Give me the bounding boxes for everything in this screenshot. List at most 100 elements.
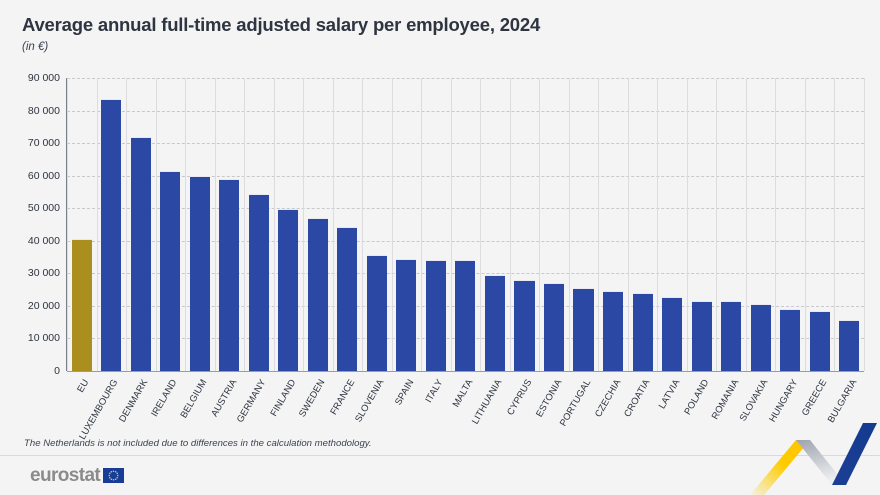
y-axis-tick-label: 20 000 — [27, 299, 60, 312]
eu-flag-stars-icon — [103, 468, 125, 483]
y-axis-tick-label: 30 000 — [27, 267, 60, 280]
chart-plot-wrapper: 0 10 000 20 000 30 000 40 000 50 000 60 000 70 … — [0, 60, 880, 441]
bar-estonia[interactable] — [543, 283, 565, 371]
bar-slot — [451, 78, 481, 371]
bar-belgium[interactable] — [189, 175, 210, 371]
bar-slot — [215, 78, 245, 371]
bar-slot — [480, 78, 510, 371]
bar-slot — [628, 78, 658, 371]
bar-slot — [362, 78, 392, 371]
bar-slot — [687, 78, 717, 371]
bar-denmark[interactable] — [130, 136, 151, 371]
bar-slot — [333, 78, 363, 371]
bar-germany[interactable] — [248, 194, 269, 371]
eurostat-logo: eurostat — [30, 465, 125, 486]
bar-slot — [274, 78, 304, 371]
bar-malta[interactable] — [455, 259, 476, 371]
y-axis-tick-label: 60 000 — [27, 169, 60, 182]
bar-slot — [746, 78, 776, 371]
bar-eu[interactable] — [71, 239, 92, 371]
bar-czechia[interactable] — [603, 291, 624, 371]
x-label-slot: CROATIA — [621, 373, 657, 443]
x-label-slot: GERMANY — [234, 373, 273, 443]
y-axis-tick-label: 70 000 — [27, 137, 60, 150]
y-axis-tick-label: 50 000 — [27, 202, 60, 215]
bar-slovenia[interactable] — [366, 255, 387, 371]
y-axis-tick-label: 80 000 — [27, 104, 60, 117]
bar-luxembourg[interactable] — [101, 98, 122, 371]
x-axis-tick-label: FRANCE — [327, 377, 357, 417]
bar-slot — [805, 78, 835, 371]
x-label-slot: CYPRUS — [504, 373, 539, 443]
bar-slot — [185, 78, 215, 371]
bar-cyprus[interactable] — [514, 279, 535, 371]
x-axis: EU LUXEMBOURG DENMARK IRELAND BELGIUM AUSTRIA… — [66, 373, 864, 443]
bar-slot — [569, 78, 599, 371]
x-label-slot: SLOVENIA — [352, 373, 391, 443]
x-axis-tick-label: EU — [74, 377, 91, 394]
category-separator — [864, 78, 865, 371]
bar-slot — [657, 78, 687, 371]
bar-sweden[interactable] — [307, 217, 328, 371]
bar-croatia[interactable] — [632, 293, 653, 371]
bar-spain[interactable] — [396, 259, 417, 371]
bar-slot — [303, 78, 333, 371]
bar-hungary[interactable] — [780, 309, 801, 371]
x-label-slot: BELGIUM — [178, 373, 214, 443]
corner-ribbon-icon — [750, 423, 877, 495]
plot-area — [66, 78, 865, 372]
x-axis-tick-label: LATVIA — [655, 377, 682, 411]
bar-greece[interactable] — [809, 310, 830, 371]
y-axis: 0 10 000 20 000 30 000 40 000 50 000 60 000 70 … — [0, 60, 60, 377]
bar-italy[interactable] — [425, 259, 446, 371]
x-axis-tick-label: GREECE — [799, 377, 829, 418]
bar-slot — [156, 78, 186, 371]
bar-slot — [598, 78, 628, 371]
y-axis-tick-label: 0 — [54, 365, 60, 377]
bar-lithuania[interactable] — [484, 274, 505, 371]
bar-romania[interactable] — [721, 300, 742, 371]
eu-flag-icon — [103, 468, 125, 483]
bar-slot — [126, 78, 156, 371]
bar-slot — [67, 78, 97, 371]
footer-divider — [0, 455, 880, 456]
y-axis-tick-label: 90 000 — [27, 72, 60, 84]
x-axis-tick-label: MALTA — [449, 377, 475, 409]
decorative-corner-ribbon — [750, 423, 880, 495]
x-label-slot: PORTUGAL — [557, 373, 598, 443]
x-axis-tick-label: ITALY — [422, 377, 445, 405]
bar-portugal[interactable] — [573, 287, 594, 371]
bar-latvia[interactable] — [662, 297, 683, 371]
x-axis-tick-label: CYPRUS — [504, 377, 534, 417]
bar-slot — [716, 78, 746, 371]
footnote: The Netherlands is not included due to d… — [24, 438, 372, 449]
bar-slot — [97, 78, 127, 371]
bar-ireland[interactable] — [160, 170, 181, 371]
bar-slot — [392, 78, 422, 371]
chart-header: Average annual full-time adjusted salary… — [22, 14, 862, 53]
bar-finland[interactable] — [278, 208, 299, 371]
bar-slot — [775, 78, 805, 371]
eurostat-logo-text: eurostat — [30, 465, 101, 486]
bar-slot — [244, 78, 274, 371]
bar-poland[interactable] — [691, 300, 712, 371]
bar-slot — [539, 78, 569, 371]
bar-slot — [834, 78, 864, 371]
bar-austria[interactable] — [219, 178, 240, 371]
y-axis-tick-label: 10 000 — [27, 332, 60, 345]
x-axis-tick-label: POLAND — [681, 377, 711, 417]
bar-slot — [421, 78, 451, 371]
bar-bulgaria[interactable] — [839, 319, 860, 371]
bar-slovakia[interactable] — [750, 303, 771, 371]
bar-slot — [510, 78, 540, 371]
y-axis-tick-label: 40 000 — [27, 234, 60, 247]
bar-france[interactable] — [337, 227, 358, 371]
x-label-slot: SWEDEN — [296, 373, 332, 443]
x-label-slot: SPAIN — [391, 373, 421, 443]
page-title: Average annual full-time adjusted salary… — [22, 14, 541, 35]
x-label-slot: ITALY — [421, 373, 451, 443]
axis-baseline — [67, 371, 864, 372]
bar-series — [67, 78, 864, 371]
chart-units-subtitle: (in €) — [22, 41, 49, 54]
